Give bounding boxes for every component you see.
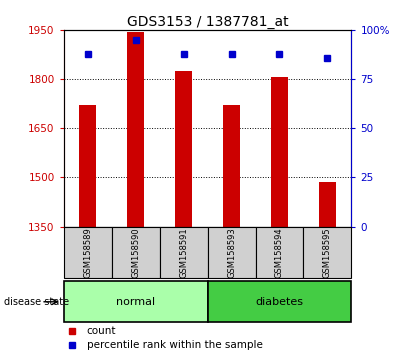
Text: count: count xyxy=(87,326,116,336)
Text: GSM158591: GSM158591 xyxy=(179,227,188,278)
Bar xyxy=(319,182,336,227)
Bar xyxy=(256,227,303,278)
Text: GSM158590: GSM158590 xyxy=(131,227,140,278)
Text: GSM158594: GSM158594 xyxy=(275,227,284,278)
Title: GDS3153 / 1387781_at: GDS3153 / 1387781_at xyxy=(127,15,289,29)
Text: GSM158589: GSM158589 xyxy=(83,227,92,278)
Text: disease state: disease state xyxy=(4,297,69,307)
Text: percentile rank within the sample: percentile rank within the sample xyxy=(87,339,263,350)
Bar xyxy=(271,76,288,227)
Bar xyxy=(127,32,144,227)
Bar xyxy=(303,227,351,278)
Bar xyxy=(208,227,256,278)
Bar xyxy=(112,227,159,278)
Bar xyxy=(223,105,240,227)
Text: normal: normal xyxy=(116,297,155,307)
Bar xyxy=(208,281,351,322)
Bar xyxy=(175,71,192,227)
Bar xyxy=(64,227,112,278)
Bar xyxy=(79,105,96,227)
Bar xyxy=(64,281,208,322)
Text: diabetes: diabetes xyxy=(256,297,303,307)
Text: GSM158595: GSM158595 xyxy=(323,227,332,278)
Bar xyxy=(159,227,208,278)
Text: GSM158593: GSM158593 xyxy=(227,227,236,278)
